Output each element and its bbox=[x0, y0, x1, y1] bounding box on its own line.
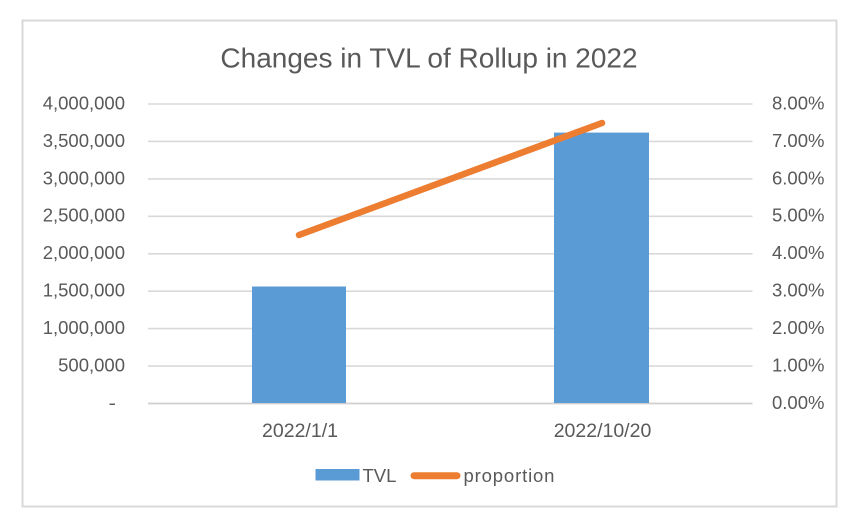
svg-text:0.00%: 0.00% bbox=[772, 392, 824, 413]
svg-text:-: - bbox=[109, 392, 117, 413]
svg-text:3,500,000: 3,500,000 bbox=[43, 130, 125, 151]
svg-text:6.00%: 6.00% bbox=[772, 167, 824, 188]
svg-text:2,000,000: 2,000,000 bbox=[43, 242, 125, 263]
svg-text:1.00%: 1.00% bbox=[772, 355, 824, 376]
svg-text:4,000,000: 4,000,000 bbox=[43, 92, 125, 113]
svg-text:7.00%: 7.00% bbox=[772, 130, 824, 151]
svg-text:proportion: proportion bbox=[464, 465, 556, 486]
svg-text:TVL: TVL bbox=[363, 465, 397, 486]
svg-text:3.00%: 3.00% bbox=[772, 280, 824, 301]
svg-text:2.00%: 2.00% bbox=[772, 317, 824, 338]
svg-text:2,500,000: 2,500,000 bbox=[43, 205, 125, 226]
svg-text:3,000,000: 3,000,000 bbox=[43, 167, 125, 188]
svg-text:2022/1/1: 2022/1/1 bbox=[262, 420, 338, 442]
svg-text:500,000: 500,000 bbox=[58, 355, 125, 376]
svg-text:1,500,000: 1,500,000 bbox=[43, 280, 125, 301]
svg-text:4.00%: 4.00% bbox=[772, 242, 824, 263]
svg-text:2022/10/20: 2022/10/20 bbox=[554, 420, 652, 442]
svg-text:Changes in TVL of Rollup in 20: Changes in TVL of Rollup in 2022 bbox=[220, 43, 637, 74]
svg-text:8.00%: 8.00% bbox=[772, 92, 824, 113]
svg-text:5.00%: 5.00% bbox=[772, 205, 824, 226]
svg-text:1,000,000: 1,000,000 bbox=[43, 317, 125, 338]
